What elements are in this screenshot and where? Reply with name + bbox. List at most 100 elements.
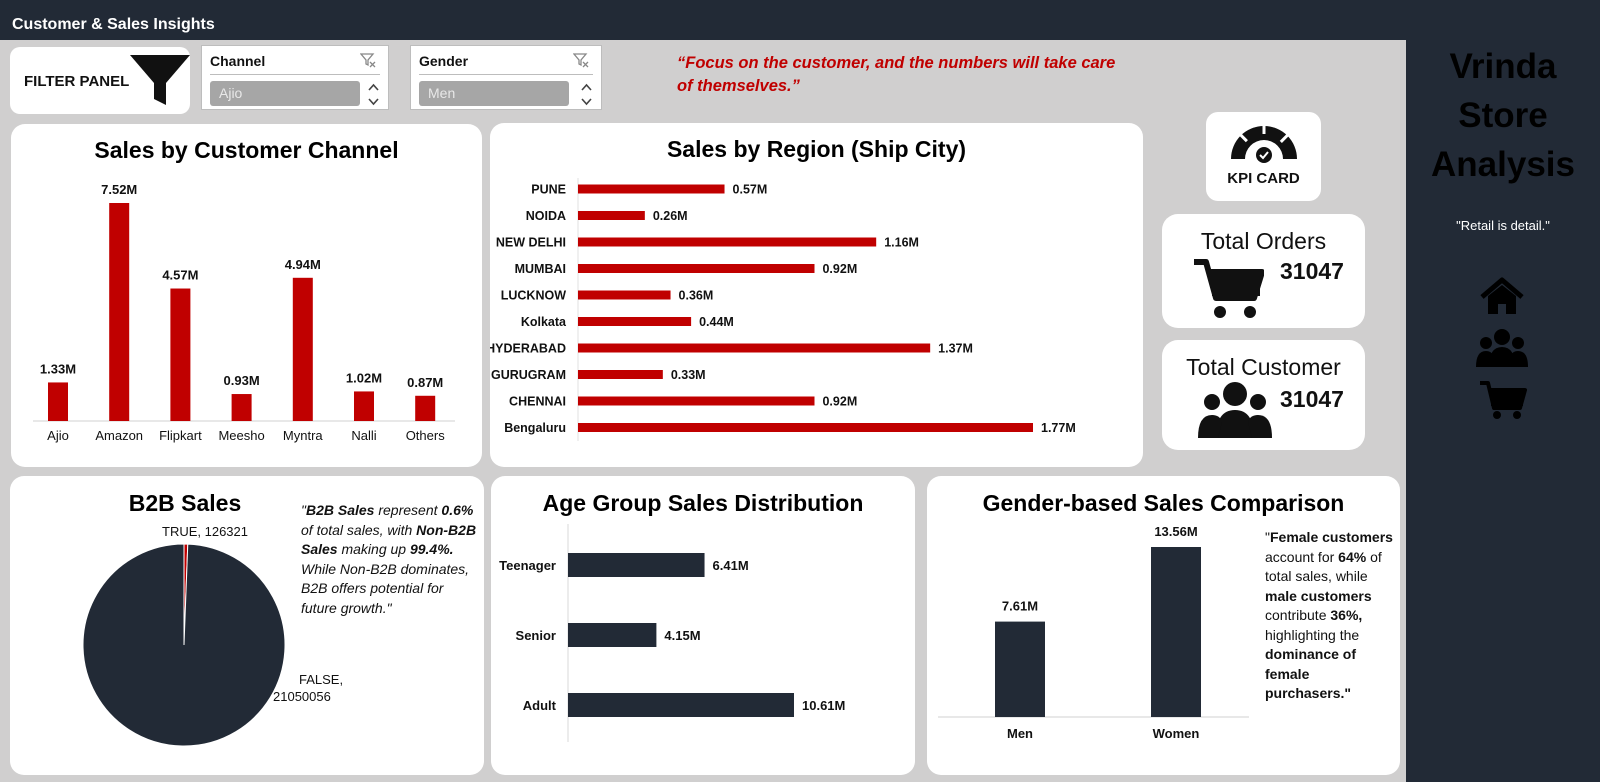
age-chart-card: Age Group Sales Distribution Teenager 6.4… [491,476,915,775]
brand-tagline: "Retail is detail." [1456,218,1550,233]
data-label: 1.37M [938,342,973,356]
data-label: 7.52M [101,182,137,197]
data-label: 7.61M [1002,599,1038,614]
data-label: 0.92M [822,395,857,409]
channel-slicer[interactable]: Channel Ajio [201,45,389,110]
clear-filter-icon[interactable] [573,52,589,68]
data-label: 0.57M [733,183,768,197]
total-orders-value: 31047 [1280,258,1344,284]
tick-label: Amazon [95,428,143,443]
tick-label: NEW DELHI [496,236,566,250]
data-label: 0.26M [653,209,688,223]
total-customer-value: 31047 [1280,386,1344,412]
bar [354,391,374,421]
tick-label: Nalli [351,428,376,443]
region-chart-card: Sales by Region (Ship City) PUNE 0.57M NOI… [490,123,1143,467]
customers-icon [1198,382,1272,438]
bar [170,288,191,421]
total-orders-label: Total Orders [1200,228,1327,254]
data-label: 0.33M [671,368,706,382]
tick-label: Others [406,428,446,443]
data-label: 4.94M [285,257,321,272]
bar [578,370,663,379]
slicer-scroll-arrows-icon[interactable] [580,81,593,108]
data-label: 6.41M [713,558,749,573]
brand-title: Vrinda Store Analysis [1431,47,1575,184]
gender-slicer-title: Gender [419,53,469,69]
gender-option-men[interactable]: Men [419,81,569,106]
gauge-icon [1231,124,1297,163]
filter-panel-label: FILTER PANEL [24,73,130,90]
tick-label: Myntra [283,428,324,443]
bar [292,277,313,421]
tick-label: HYDERABAD [490,342,566,356]
chart-title: Age Group Sales Distribution [542,490,864,516]
channel-slicer-title: Channel [210,53,266,69]
tick-label: MUMBAI [515,262,566,276]
data-label: 0.93M [224,373,260,388]
bar [995,621,1045,717]
gender-insight-note: "Female customers account for 64% of tot… [1265,529,1393,701]
bar [578,290,671,300]
kpi-card-label: KPI CARD [1206,112,1321,201]
bar [109,203,130,421]
channel-bar-chart: 1.33M Ajio 7.52M Amazon 4.57M Flipkart 0.93M Me… [33,182,455,443]
gender-slicer[interactable]: Gender Men [410,45,602,110]
chart-title: Sales by Customer Channel [94,137,399,163]
clear-filter-icon[interactable] [360,52,376,68]
page-title: Customer & Sales Insights [12,16,215,33]
bar [1151,547,1201,717]
region-bar-chart: PUNE 0.57M NOIDA 0.26M NEW DELHI 1.16M MUMBAI 0… [490,178,1076,441]
tick-label: Senior [516,628,556,643]
gender-bar-chart: 7.61M Men 13.56M Women [938,524,1249,741]
slicer-divider [419,74,593,75]
cart-nav-icon[interactable] [1476,378,1528,420]
tick-label: GURUGRAM [491,368,566,382]
chart-title: Gender-based Sales Comparison [982,490,1345,516]
bar [578,423,1033,432]
tick-label: Bengaluru [504,421,566,435]
channel-option-ajio[interactable]: Ajio [210,81,360,106]
data-label: TRUE, 126321 [162,524,248,539]
bar [578,317,692,326]
bar [48,382,68,421]
tick-label: LUCKNOW [501,289,566,303]
gender-chart-card: Gender-based Sales Comparison 7.61M Men 13… [927,476,1400,775]
chart-title: Sales by Region (Ship City) [666,136,967,162]
pie-slice [82,543,286,747]
data-label: 0.44M [699,315,734,329]
tick-label: CHENNAI [509,395,566,409]
tick-label: NOIDA [526,209,566,223]
right-panel: Vrinda Store Analysis "Retail is detail.… [1406,40,1600,782]
total-customer-card: Total Customer 31047 [1162,340,1365,450]
data-label: 4.57M [162,268,198,283]
tick-label: Men [1007,726,1033,741]
funnel-icon [130,55,190,105]
data-label: 0.87M [407,375,443,390]
slicer-scroll-arrows-icon[interactable] [367,81,380,108]
data-label: 10.61M [802,698,845,713]
bar [578,211,645,220]
chart-title: B2B Sales [128,490,242,516]
tick-label: Kolkata [521,315,567,329]
channel-chart-card: Sales by Customer Channel 1.33M Ajio 7.52M… [11,124,482,467]
b2b-pie-chart: TRUE, 126321 FALSE, 21050056 [82,524,343,747]
tick-label: Women [1153,726,1200,741]
total-customer-label: Total Customer [1186,354,1341,380]
customers-nav-icon[interactable] [1476,327,1528,369]
data-label: 13.56M [1154,524,1197,539]
bar [568,623,657,647]
bar [578,184,725,194]
bar [568,553,705,577]
age-bar-chart: Teenager 6.41M Senior 4.15M Adult 10.61M [499,524,845,742]
data-label: 1.77M [1041,421,1076,435]
tick-label: Adult [523,698,557,713]
bar [578,396,815,406]
bar [415,395,436,421]
bar [231,394,252,421]
b2b-insight-note: "B2B Sales represent 0.6% of total sales… [301,502,477,616]
data-label: 4.15M [664,628,700,643]
home-icon[interactable] [1476,276,1528,318]
data-label: 1.02M [346,370,382,385]
data-label: 0.92M [822,262,857,276]
